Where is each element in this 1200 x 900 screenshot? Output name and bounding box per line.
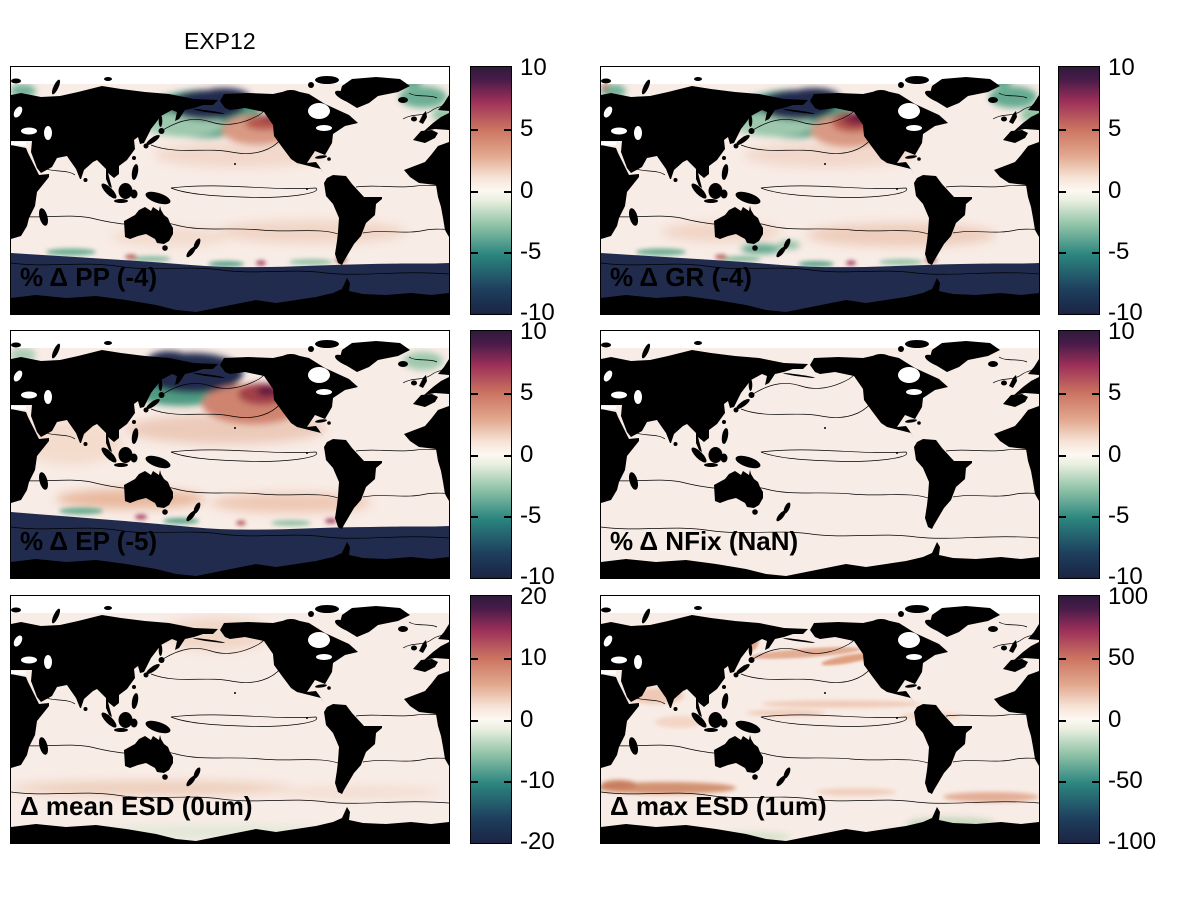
colorbar-nfix: 10 5 0 -5 -10 [1058, 320, 1188, 589]
map-label-gr: % Δ GR (-4) [610, 262, 752, 292]
colorbar-tick: -5 [1108, 502, 1130, 529]
world-map-gr [600, 66, 1040, 315]
colorbar-tick: -10 [520, 767, 555, 794]
colorbar-tick: -5 [520, 238, 542, 265]
map-panel-gr: % Δ GR (-4) [600, 66, 1040, 315]
colorbar-tick: 50 [1108, 644, 1135, 671]
colorbar-tick: 0 [1108, 177, 1122, 204]
world-map-nfix [600, 330, 1040, 579]
map-label-ep: % Δ EP (-5) [20, 526, 158, 556]
world-map-max-esd [600, 595, 1040, 844]
colorbar-tick: 5 [520, 115, 534, 142]
map-panel-mean-esd: Δ mean ESD (0um) [10, 595, 450, 844]
colorbar-tick: 0 [1108, 706, 1122, 733]
colorbar-pp: 10 5 0 -5 -10 [470, 56, 600, 325]
colorbar-tick: -10 [1108, 563, 1143, 590]
colorbar-tick: -10 [520, 563, 555, 590]
colorbar-tick: -20 [520, 828, 555, 855]
colorbar-tick: -5 [520, 502, 542, 529]
colorbar-tick: 10 [520, 318, 547, 345]
colorbar-tick: -100 [1108, 828, 1157, 855]
colorbar-tick: 10 [520, 644, 547, 671]
map-label-pp: % Δ PP (-4) [20, 262, 158, 292]
colorbar-tick: 100 [1108, 583, 1149, 610]
colorbar-tick: -10 [1108, 299, 1143, 326]
colorbar-tick: 0 [520, 177, 534, 204]
colorbar-gradient-nfix [1058, 330, 1100, 579]
colorbar-gr: 10 5 0 -5 -10 [1058, 56, 1188, 325]
colorbar-tick: 5 [520, 379, 534, 406]
colorbar-gradient-ep [470, 330, 512, 579]
map-label-nfix: % Δ NFix (NaN) [610, 526, 799, 556]
colorbar-max-esd: 100 50 0 -50 -100 [1058, 585, 1188, 854]
colorbar-tick: -10 [520, 299, 555, 326]
colorbar-tick: 10 [1108, 54, 1135, 81]
colorbar-tick: 10 [520, 54, 547, 81]
colorbar-ep: 10 5 0 -5 -10 [470, 320, 600, 589]
colorbar-gradient-mean-esd [470, 595, 512, 844]
map-label-max-esd: Δ max ESD (1um) [610, 791, 827, 821]
world-map-pp [10, 66, 450, 315]
colorbar-tick: -5 [1108, 238, 1130, 265]
colorbar-tick: 0 [1108, 441, 1122, 468]
colorbar-tick: 5 [1108, 379, 1122, 406]
colorbar-tick: 10 [1108, 318, 1135, 345]
colorbar-tick: 20 [520, 583, 547, 610]
colorbar-gradient-max-esd [1058, 595, 1100, 844]
colorbar-tick: 0 [520, 706, 534, 733]
map-label-mean-esd: Δ mean ESD (0um) [20, 791, 253, 821]
colorbar-gradient-pp [470, 66, 512, 315]
colorbar-tick: -50 [1108, 767, 1143, 794]
colorbar-gradient-gr [1058, 66, 1100, 315]
colorbar-mean-esd: 20 10 0 -10 -20 [470, 585, 600, 854]
map-panel-ep: % Δ EP (-5) [10, 330, 450, 579]
world-map-ep [10, 330, 450, 579]
figure-title: EXP12 [184, 28, 256, 54]
map-panel-max-esd: Δ max ESD (1um) [600, 595, 1040, 844]
colorbar-tick: 5 [1108, 115, 1122, 142]
colorbar-tick: 0 [520, 441, 534, 468]
map-panel-pp: % Δ PP (-4) [10, 66, 450, 315]
world-map-mean-esd [10, 595, 450, 844]
map-panel-nfix: % Δ NFix (NaN) [600, 330, 1040, 579]
